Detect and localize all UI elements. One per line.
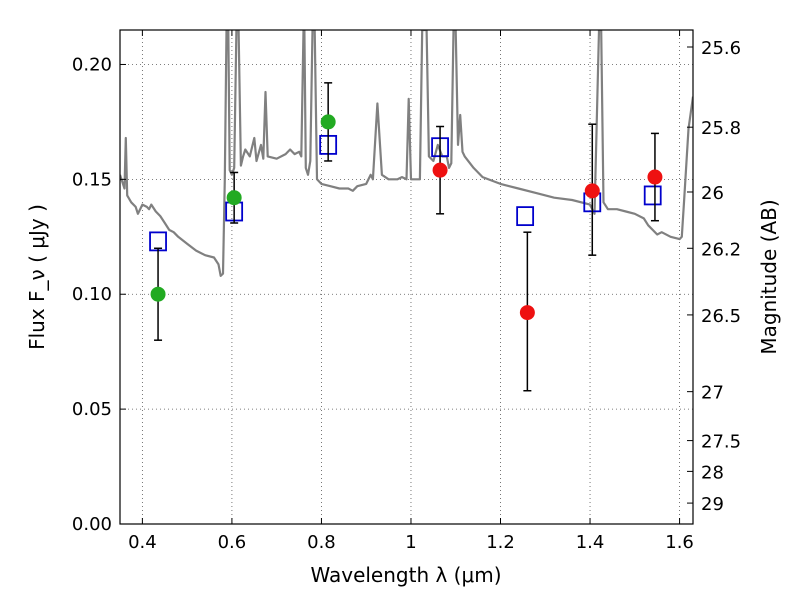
x-tick-label: 0.6 — [218, 532, 247, 553]
data-point — [150, 286, 166, 302]
right-tick-label: 28 — [701, 462, 724, 483]
right-tick-label: 29 — [701, 494, 724, 515]
data-point — [647, 169, 663, 185]
x-tick-label: 0.8 — [307, 532, 336, 553]
y-tick-label: 0.00 — [72, 514, 112, 535]
y-tick-label: 0.05 — [72, 399, 112, 420]
x-tick-label: 1.6 — [665, 532, 694, 553]
y-axis-label: Flux F_ν ( μJy ) — [25, 204, 49, 350]
x-axis-label: Wavelength λ (μm) — [310, 563, 501, 587]
y-tick-label: 0.20 — [72, 54, 112, 75]
plot-frame — [119, 29, 694, 525]
grid — [120, 30, 693, 525]
data-point — [519, 305, 535, 321]
data-point — [432, 162, 448, 178]
right-tick-label: 26 — [701, 183, 724, 204]
spectrum-line — [120, 30, 693, 277]
x-tick-label: 0.4 — [128, 532, 157, 553]
data-point — [584, 183, 600, 199]
right-tick-label: 26.2 — [701, 239, 741, 260]
right-tick-label: 27 — [701, 383, 724, 404]
x-tick-label: 1.2 — [486, 532, 515, 553]
right-tick-label: 25.6 — [701, 38, 741, 59]
y-tick-label: 0.15 — [72, 169, 112, 190]
data-point — [226, 190, 242, 206]
right-tick-label: 25.8 — [701, 118, 741, 139]
model-square — [643, 185, 662, 206]
right-tick-label: 26.5 — [701, 306, 741, 327]
right-axis-label: Magnitude (AB) — [757, 199, 781, 354]
axis-ticks: 0.4 0.6 0.8 1 1.2 1.4 1.6 0.00 0.05 0.10 0.15 0.20 2… — [72, 30, 741, 553]
x-tick-label: 1.4 — [576, 532, 605, 553]
y-tick-label: 0.10 — [72, 284, 112, 305]
model-square — [516, 206, 535, 227]
right-tick-label: 27.5 — [701, 432, 741, 453]
data-point — [320, 114, 336, 130]
x-tick-label: 1 — [405, 532, 416, 553]
plot-area — [120, 30, 693, 392]
